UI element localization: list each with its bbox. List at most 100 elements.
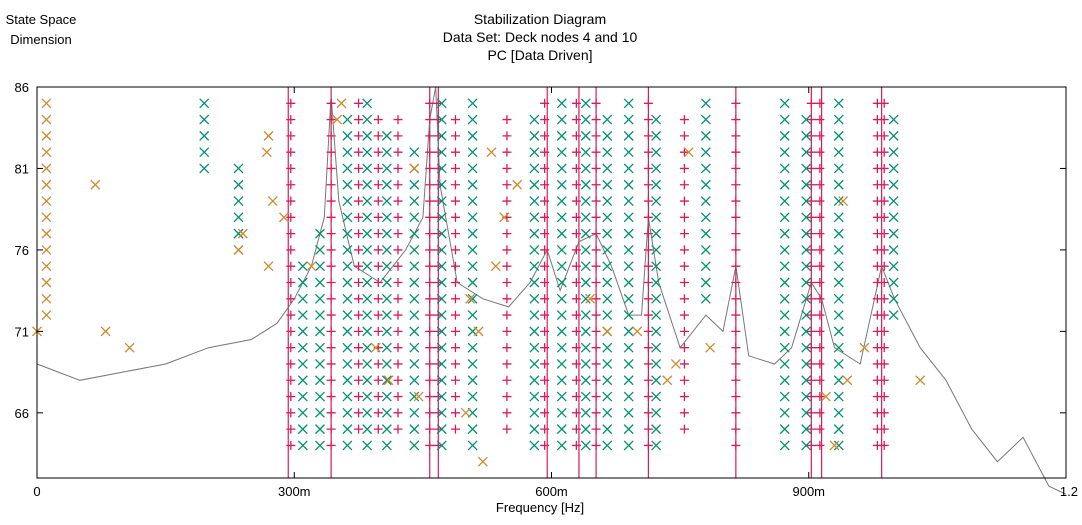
stable-pole-marker — [450, 245, 460, 255]
stable-damping-pole-marker — [315, 326, 325, 337]
y-axis-title-block: State Space Dimension — [4, 10, 78, 50]
stable-damping-pole-marker — [467, 440, 478, 451]
stable-pole-marker — [393, 245, 403, 255]
stable-damping-pole-marker — [381, 179, 392, 190]
stable-damping-pole-marker — [556, 424, 567, 435]
stable-pole-marker — [679, 359, 689, 369]
stable-pole-marker — [731, 163, 741, 173]
stable-damping-pole-marker — [315, 358, 325, 369]
stable-pole-marker — [373, 147, 383, 157]
stable-pole-marker — [393, 163, 403, 173]
stable-pole-marker — [879, 408, 889, 418]
stable-damping-pole-marker — [409, 310, 420, 321]
stable-pole-marker — [502, 375, 512, 385]
stable-pole-marker — [286, 310, 296, 320]
unstable-pole-marker — [490, 261, 501, 272]
stable-damping-pole-marker — [409, 196, 420, 207]
unstable-pole-marker — [41, 244, 52, 255]
stable-pole-marker — [806, 343, 816, 353]
stable-damping-pole-marker — [362, 147, 373, 158]
stable-damping-pole-marker — [651, 358, 662, 369]
stable-damping-pole-marker — [623, 407, 634, 418]
stable-damping-pole-marker — [779, 147, 790, 158]
stable-damping-pole-marker — [556, 277, 567, 288]
stable-damping-pole-marker — [381, 163, 392, 174]
stable-damping-pole-marker — [436, 163, 447, 174]
stable-damping-pole-marker — [529, 179, 540, 190]
stable-damping-pole-marker — [529, 114, 540, 125]
stable-pole-marker — [326, 147, 336, 157]
stable-pole-marker — [731, 375, 741, 385]
stable-pole-marker — [591, 359, 601, 369]
stable-damping-pole-marker — [233, 196, 244, 207]
stable-damping-pole-marker — [801, 326, 812, 337]
stable-damping-pole-marker — [833, 163, 844, 174]
stable-pole-marker — [450, 359, 460, 369]
stable-damping-pole-marker — [580, 277, 591, 288]
stable-pole-marker — [425, 310, 435, 320]
x-tick-label: 600m — [535, 484, 568, 499]
stable-damping-pole-marker — [651, 114, 662, 125]
unstable-pole-marker — [486, 147, 497, 158]
stable-damping-pole-marker — [315, 277, 325, 288]
stable-damping-pole-marker — [580, 114, 591, 125]
stable-pole-marker — [591, 278, 601, 287]
y-tick-label: 81 — [15, 161, 29, 176]
stable-damping-pole-marker — [342, 228, 353, 239]
stable-damping-pole-marker — [602, 147, 613, 158]
unstable-pole-marker — [41, 310, 52, 321]
stable-pole-marker — [502, 147, 512, 157]
stable-pole-marker — [879, 131, 889, 141]
stable-pole-marker — [393, 278, 403, 287]
stable-pole-marker — [540, 424, 550, 434]
stable-damping-pole-marker — [342, 424, 353, 435]
stable-damping-pole-marker — [381, 228, 392, 239]
stable-pole-marker — [373, 115, 383, 125]
stable-pole-marker — [731, 131, 741, 141]
stable-pole-marker — [591, 408, 601, 418]
stable-damping-pole-marker — [779, 424, 790, 435]
unstable-pole-marker — [512, 179, 523, 190]
stable-pole-marker — [425, 343, 435, 353]
stable-pole-marker — [540, 245, 550, 255]
stable-pole-marker — [815, 440, 825, 450]
unstable-pole-marker — [237, 228, 248, 239]
stable-pole-marker — [731, 180, 741, 190]
stable-pole-marker — [571, 180, 581, 190]
stable-pole-marker — [450, 261, 460, 271]
y-tick-label: 71 — [15, 324, 29, 339]
stable-pole-marker — [393, 261, 403, 271]
stable-damping-pole-marker — [529, 163, 540, 174]
stable-damping-pole-marker — [467, 391, 478, 402]
stable-pole-marker — [326, 261, 336, 271]
stable-pole-marker — [815, 212, 825, 222]
stable-damping-pole-marker — [602, 342, 613, 353]
stable-pole-marker — [879, 163, 889, 173]
stable-pole-marker — [806, 115, 816, 125]
stable-damping-pole-marker — [623, 244, 634, 255]
stable-pole-marker — [643, 98, 653, 108]
stable-damping-pole-marker — [409, 244, 420, 255]
stable-damping-pole-marker — [556, 358, 567, 369]
stable-pole-marker — [571, 115, 581, 125]
stable-pole-marker — [731, 98, 741, 108]
stable-damping-pole-marker — [342, 440, 353, 451]
stable-damping-pole-marker — [651, 424, 662, 435]
stable-damping-pole-marker — [651, 163, 662, 174]
stable-damping-pole-marker — [833, 114, 844, 125]
stable-pole-marker — [731, 212, 741, 222]
stable-damping-pole-marker — [833, 277, 844, 288]
stable-damping-pole-marker — [833, 342, 844, 353]
stable-damping-pole-marker — [381, 277, 392, 288]
stable-damping-pole-marker — [888, 261, 899, 272]
stable-damping-pole-marker — [342, 342, 353, 353]
stable-pole-marker — [450, 163, 460, 173]
stable-damping-pole-marker — [362, 277, 373, 288]
stable-pole-marker — [571, 261, 581, 271]
stable-pole-marker — [326, 310, 336, 320]
stable-pole-marker — [373, 278, 383, 287]
stable-damping-pole-marker — [833, 375, 844, 386]
stable-damping-pole-marker — [342, 310, 353, 321]
stable-damping-pole-marker — [436, 342, 447, 353]
stable-pole-marker — [643, 229, 653, 239]
